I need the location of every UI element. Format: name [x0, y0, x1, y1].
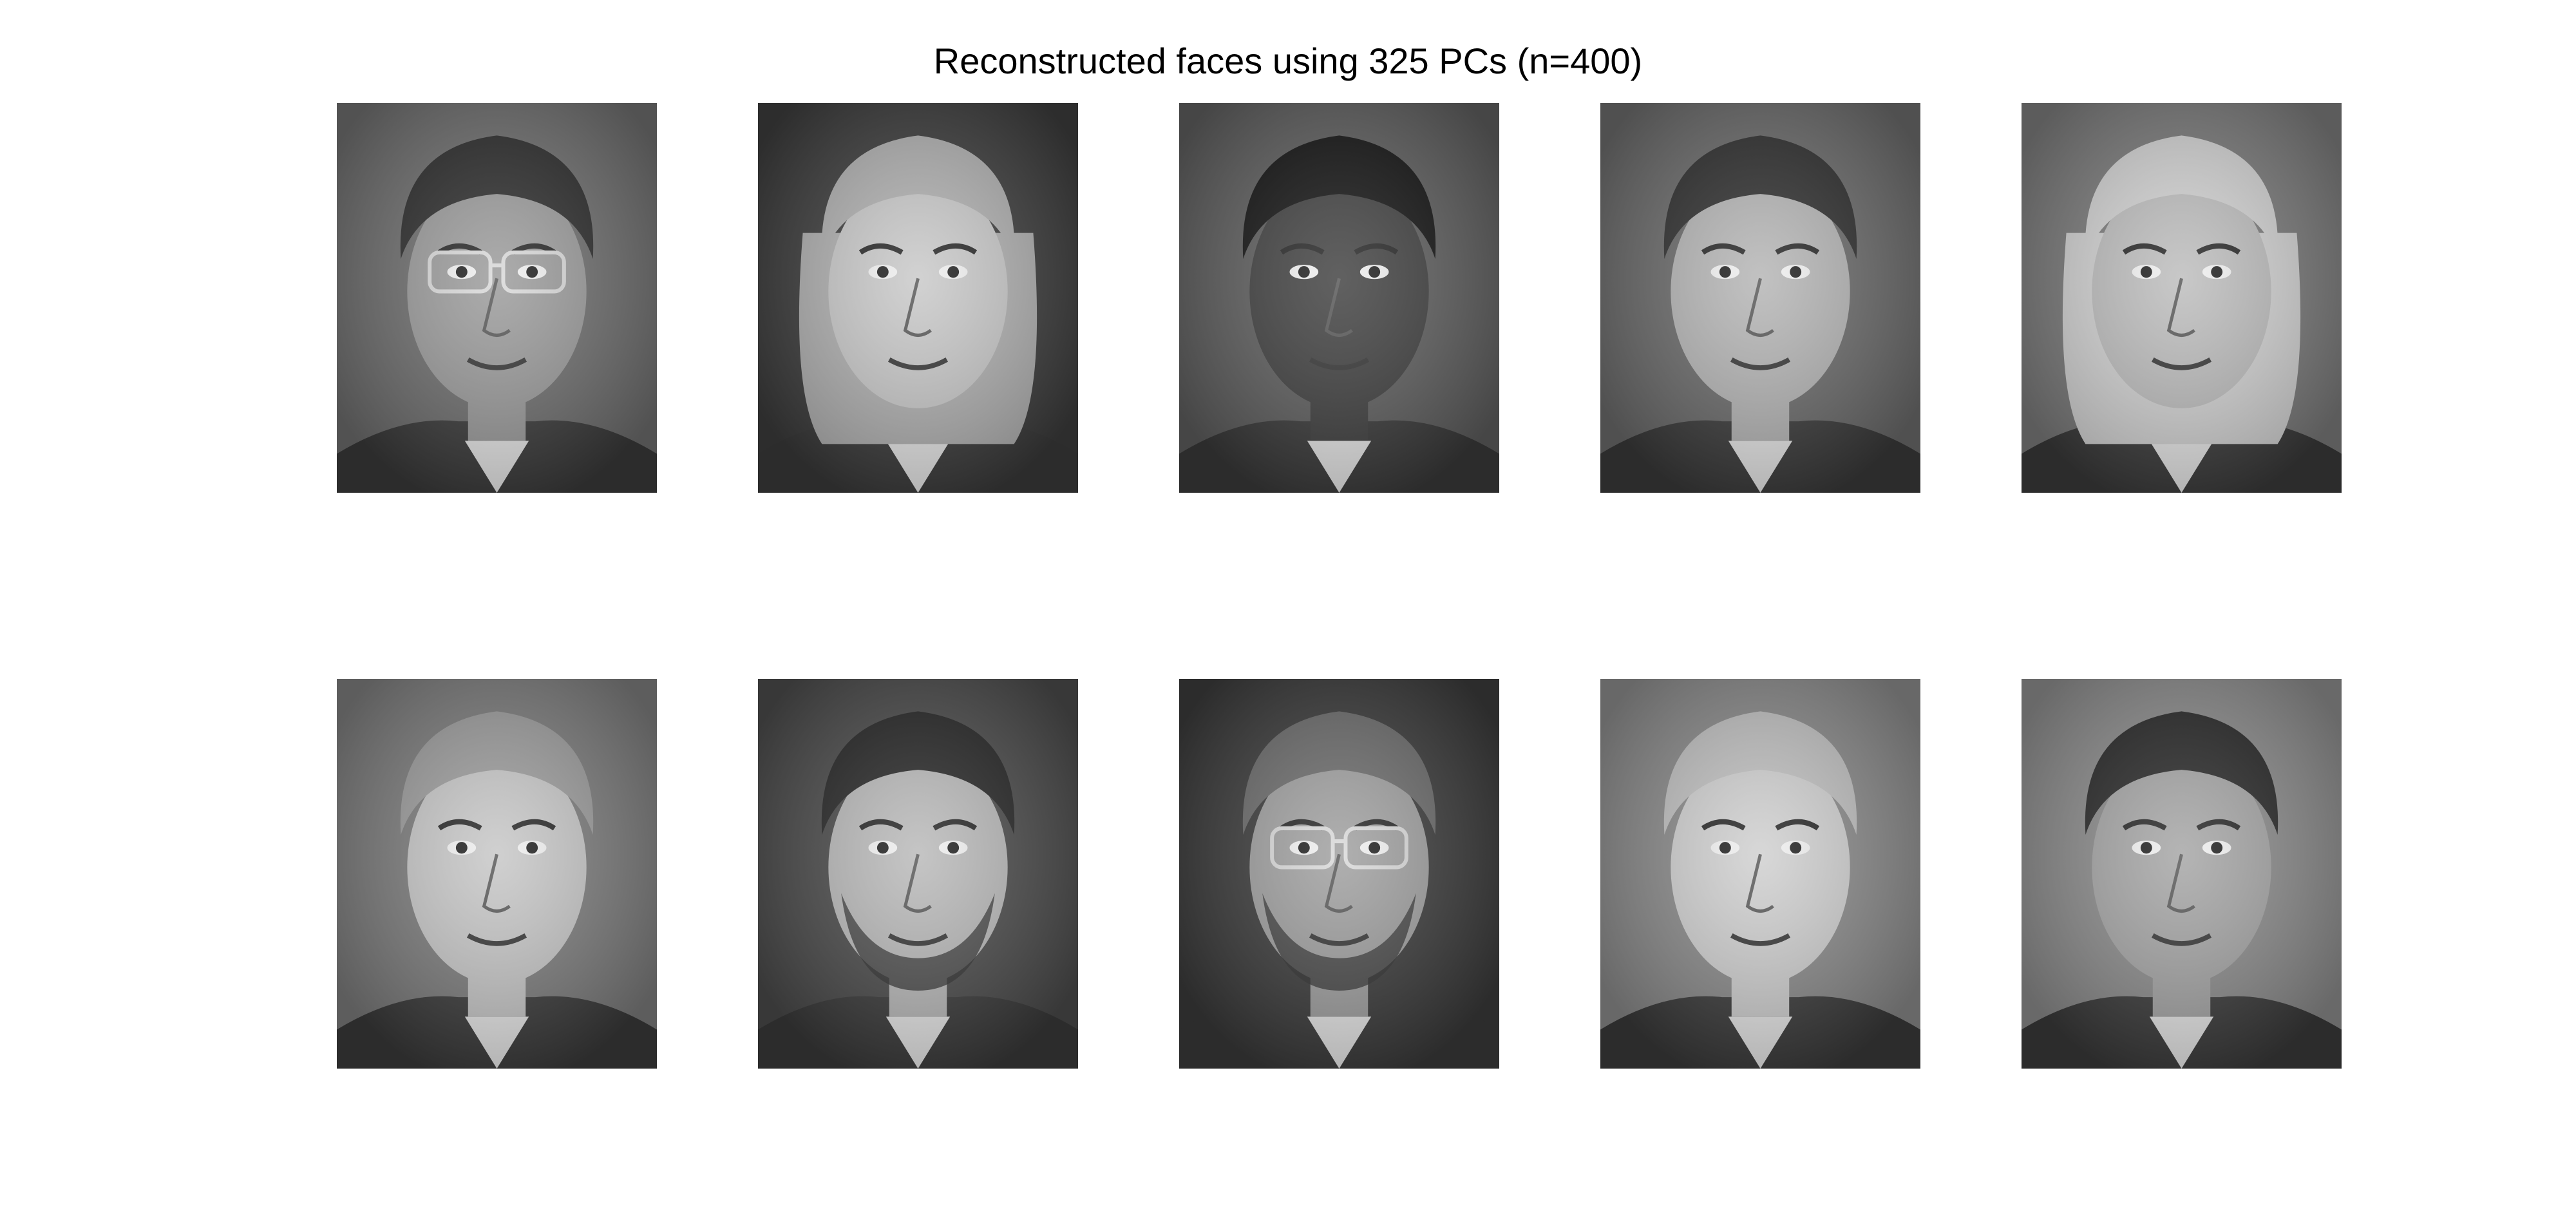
- face-portrait: [2022, 103, 2342, 493]
- face-image: [337, 103, 657, 493]
- face-image: [1600, 103, 1920, 493]
- face-image: [1179, 103, 1499, 493]
- face-image: [1179, 679, 1499, 1069]
- face-portrait: [758, 103, 1078, 493]
- face-portrait: [337, 679, 657, 1069]
- face-image: [2022, 679, 2342, 1069]
- face-image: [1600, 679, 1920, 1069]
- face-image: [337, 679, 657, 1069]
- face-portrait: [2022, 679, 2342, 1069]
- face-portrait: [337, 103, 657, 493]
- face-portrait: [1600, 103, 1920, 493]
- face-portrait: [758, 679, 1078, 1069]
- face-image: [758, 679, 1078, 1069]
- face-image: [758, 103, 1078, 493]
- face-portrait: [1179, 679, 1499, 1069]
- face-portrait: [1179, 103, 1499, 493]
- face-image: [2022, 103, 2342, 493]
- figure-title: Reconstructed faces using 325 PCs (n=400…: [933, 41, 1643, 81]
- face-portrait: [1600, 679, 1920, 1069]
